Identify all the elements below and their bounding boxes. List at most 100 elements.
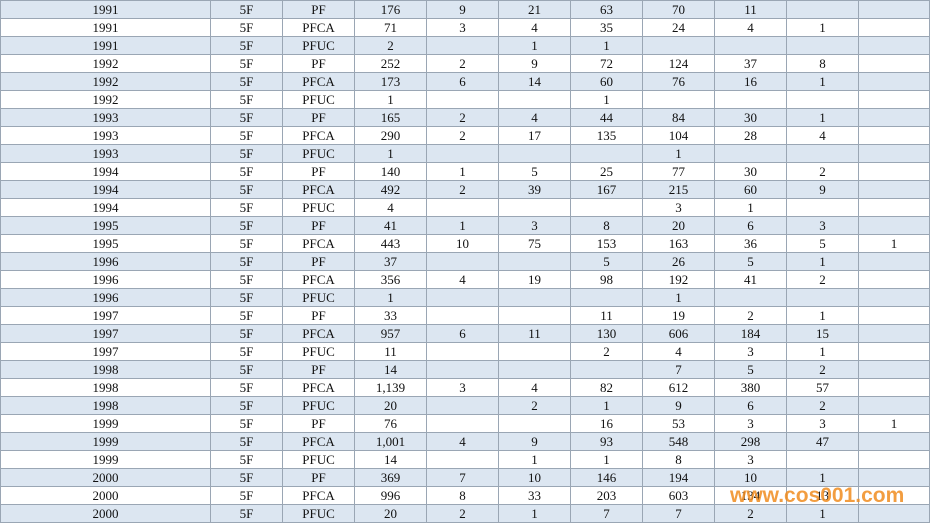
table-cell: 1,139 [354,378,427,397]
table-cell: 1999 [0,432,211,451]
table-cell: 163 [642,234,715,253]
watermark: www.cos001.com [730,484,905,507]
table-cell [858,216,930,235]
table-cell: 3 [426,18,499,37]
table-cell: 5F [210,342,283,361]
table-cell: 606 [642,324,715,343]
table-cell: 11 [498,324,571,343]
table-cell: 36 [714,234,787,253]
table-cell: 1 [786,252,859,271]
table-cell: 47 [786,432,859,451]
table-cell [858,432,930,451]
table-cell: 25 [570,162,643,181]
table-cell: 6 [714,216,787,235]
table-cell: 20 [354,396,427,415]
table-cell: 3 [714,414,787,433]
table-row: 1997 5F PF 33 11 19 2 1 [0,306,930,325]
table-cell [858,90,930,109]
table-cell: PFCA [282,270,355,289]
table-cell: 1994 [0,180,211,199]
table-cell: 298 [714,432,787,451]
table-cell: 1 [786,342,859,361]
table-cell: PF [282,468,355,487]
table-cell: 1 [786,468,859,487]
table-cell: 93 [570,432,643,451]
table-cell [570,144,643,163]
table-cell [426,414,499,433]
table-cell: 5F [210,450,283,469]
table-cell [426,396,499,415]
table-cell: 76 [642,72,715,91]
table-cell [570,360,643,379]
table-cell: 104 [642,126,715,145]
table-cell: 33 [498,486,571,505]
table-cell [498,306,571,325]
table-cell [858,126,930,145]
table-cell: PFUC [282,198,355,217]
table-cell: 41 [354,216,427,235]
table-cell: 8 [642,450,715,469]
table-row: 1991 5F PF 176 9 21 63 70 11 [0,0,930,19]
table-cell: 82 [570,378,643,397]
table-cell [858,54,930,73]
table-cell: 4 [786,126,859,145]
table-cell: 1,001 [354,432,427,451]
table-cell: 4 [642,342,715,361]
table-cell: 15 [786,324,859,343]
table-cell: 33 [354,306,427,325]
table-cell: 2 [426,108,499,127]
table-cell: 71 [354,18,427,37]
table-cell: 5F [210,324,283,343]
table-cell: 3 [786,414,859,433]
table-cell: PFCA [282,432,355,451]
table-cell [498,90,571,109]
table-cell [498,342,571,361]
table-cell [858,180,930,199]
table-cell: 1 [858,414,930,433]
table-cell [858,72,930,91]
table-cell: 167 [570,180,643,199]
table-cell: PF [282,54,355,73]
table-cell: 1 [786,72,859,91]
table-row: 1993 5F PF 165 2 4 44 84 30 1 [0,108,930,127]
table-cell: 1998 [0,360,211,379]
table-cell: PFUC [282,450,355,469]
table-cell: 5F [210,468,283,487]
table-cell [498,360,571,379]
table-cell: 7 [426,468,499,487]
table-cell: 63 [570,0,643,19]
table-cell: 14 [498,72,571,91]
table-cell: 1 [858,234,930,253]
table-cell [786,450,859,469]
table-cell: 5 [570,252,643,271]
table-cell: 19 [642,306,715,325]
table-cell [858,270,930,289]
table-cell: 37 [714,54,787,73]
table-cell [642,90,715,109]
table-cell: 7 [642,504,715,523]
table-cell: 2 [714,306,787,325]
table-cell [570,198,643,217]
table-cell: 1997 [0,324,211,343]
table-cell: PF [282,252,355,271]
table-cell: 2 [354,36,427,55]
table-cell: 1993 [0,108,211,127]
table-row: 1994 5F PFUC 4 3 1 [0,198,930,217]
table-cell: 10 [498,468,571,487]
table-cell: 75 [498,234,571,253]
table-cell: 1 [426,162,499,181]
table-row: 1998 5F PFUC 20 2 1 9 6 2 [0,396,930,415]
table-cell: 5F [210,108,283,127]
table-row: 1992 5F PF 252 2 9 72 124 37 8 [0,54,930,73]
table-cell: 1 [786,108,859,127]
table-row: 1995 5F PFCA 443 10 75 153 163 36 5 1 [0,234,930,253]
table-cell: 8 [570,216,643,235]
table-cell: PFUC [282,504,355,523]
table-cell: 6 [714,396,787,415]
table-row: 1993 5F PFUC 1 1 [0,144,930,163]
table-cell: PFCA [282,324,355,343]
table-cell: 16 [570,414,643,433]
table-cell: 2 [426,126,499,145]
table-cell: PFUC [282,90,355,109]
table-cell: 1998 [0,396,211,415]
